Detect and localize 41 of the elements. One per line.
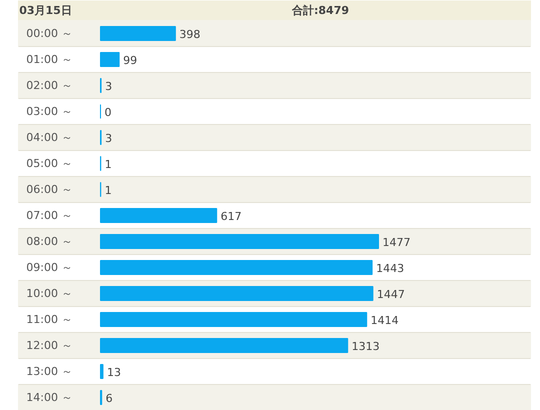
bar [100, 338, 348, 353]
bar [100, 260, 373, 275]
y-tick-label: 10:00 ～ [26, 287, 73, 300]
bar [100, 52, 120, 67]
y-tick-label: 02:00 ～ [26, 79, 73, 92]
data-label: 1447 [376, 288, 405, 301]
bar [100, 26, 176, 41]
data-label: 3 [105, 132, 112, 145]
data-label: 617 [220, 210, 242, 223]
y-tick-label: 00:00 ～ [26, 27, 73, 40]
data-label: 99 [123, 54, 138, 67]
bar [100, 364, 104, 379]
data-label: 0 [104, 106, 112, 119]
y-tick-label: 05:00 ～ [26, 157, 73, 170]
y-tick-label: 13:00 ～ [26, 365, 73, 378]
data-label: 1414 [370, 314, 399, 327]
y-tick-label: 11:00 ～ [26, 313, 73, 326]
data-label: 1313 [352, 340, 380, 353]
data-label: 13 [106, 366, 121, 379]
y-tick-label: 14:00 ～ [26, 391, 73, 404]
data-label: 398 [179, 28, 200, 41]
y-tick-label: 03:00 ～ [26, 105, 73, 118]
data-label: 6 [106, 392, 113, 405]
bar [100, 312, 368, 327]
y-tick-label: 06:00 ～ [26, 183, 73, 196]
y-tick-label: 08:00 ～ [26, 235, 73, 248]
data-label: 1 [104, 184, 112, 197]
data-label: 1 [104, 158, 112, 171]
bar [100, 286, 374, 301]
y-tick-label: 04:00 ～ [26, 131, 73, 144]
y-tick-label: 09:00 ～ [26, 261, 73, 274]
y-tick-label: 01:00 ～ [26, 53, 73, 66]
chart-subtitle: 合計:8479 [290, 4, 350, 17]
data-label: 1477 [382, 236, 410, 249]
data-label: 3 [105, 80, 112, 93]
chart-title: 03月15日 [19, 4, 72, 17]
y-tick-label: 12:00 ～ [26, 339, 73, 352]
bar [100, 208, 218, 223]
bar [100, 234, 379, 249]
y-tick-label: 07:00 ～ [26, 209, 73, 222]
data-label: 1443 [376, 262, 404, 275]
